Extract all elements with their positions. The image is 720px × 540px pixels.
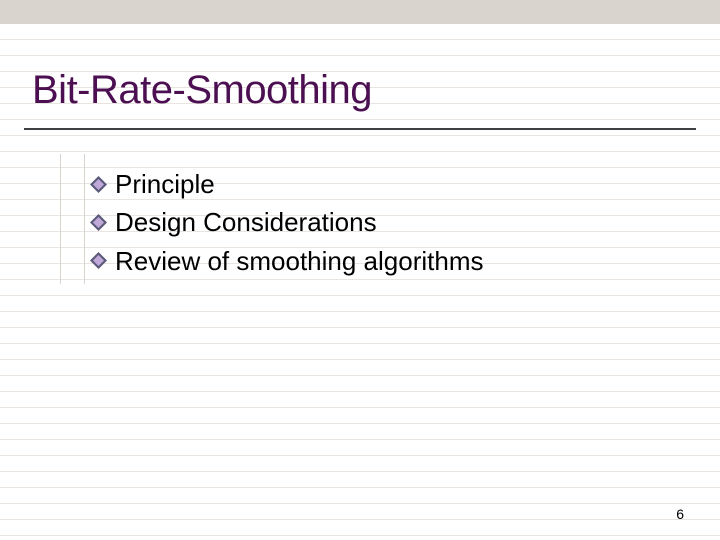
- bullet-text: Principle: [115, 166, 215, 202]
- title-underline: [24, 128, 696, 130]
- list-item: Review of smoothing algorithms: [90, 243, 484, 279]
- bullet-list: Principle Design Considerations Review o…: [90, 166, 484, 281]
- bullet-text: Design Considerations: [115, 204, 377, 240]
- notebook-margin-line: [60, 154, 61, 284]
- top-bar-accent: [200, 0, 400, 24]
- diamond-bullet-icon: [90, 252, 107, 269]
- page-number: 6: [676, 506, 684, 522]
- diamond-bullet-icon: [90, 176, 107, 193]
- bullet-text: Review of smoothing algorithms: [115, 243, 484, 279]
- diamond-bullet-icon: [90, 214, 107, 231]
- notebook-margin-line: [84, 154, 85, 284]
- list-item: Design Considerations: [90, 204, 484, 240]
- slide-title: Bit-Rate-Smoothing: [32, 68, 372, 113]
- top-bar: [0, 0, 720, 24]
- list-item: Principle: [90, 166, 484, 202]
